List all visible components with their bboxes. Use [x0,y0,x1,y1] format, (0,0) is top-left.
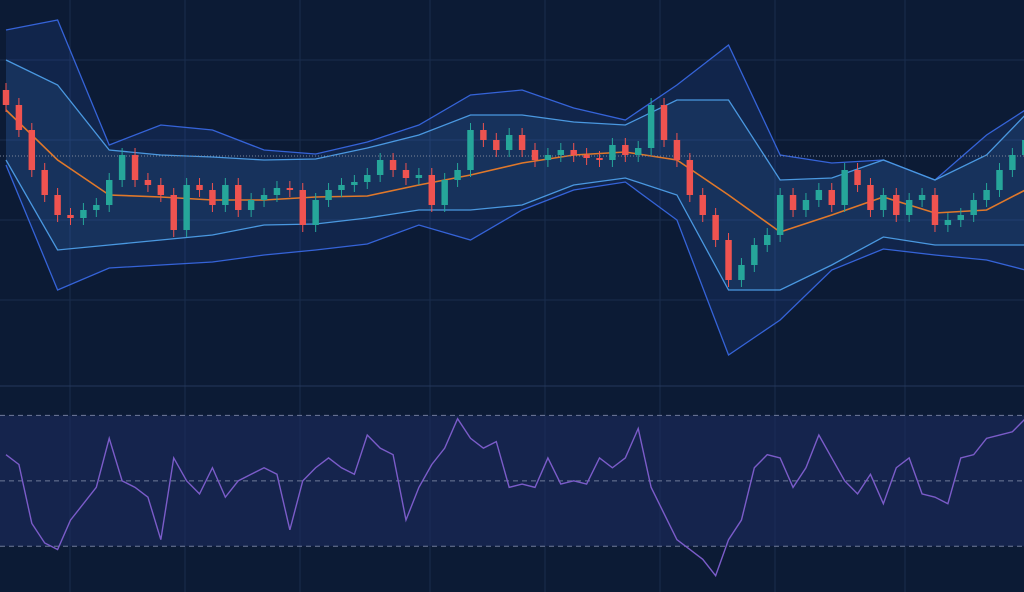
candle-body [93,205,100,210]
candle-body [880,195,887,210]
candle-body [1009,155,1016,170]
candle-body [428,175,436,205]
candle-body [209,190,216,205]
candle-body [480,130,487,140]
band-line [5,159,1024,291]
candle-body [1022,140,1024,155]
candle-body [609,145,616,160]
candle-body [54,195,61,215]
candle-body [686,160,694,195]
candle-body [634,148,642,155]
candle-body [222,185,229,205]
candle-body [918,195,926,200]
candle-body [983,190,990,200]
band-line [5,164,1024,356]
candle-body [41,170,48,195]
candle-body [144,180,152,185]
candle-body [131,155,139,180]
candle-body [544,155,552,160]
candle-body [467,130,474,170]
candle-body [893,195,900,215]
candle-body [647,105,655,148]
candle-body [764,235,771,245]
candle-body [157,185,165,195]
candle-body [273,188,281,195]
candle-body [531,150,539,160]
candle-body [286,188,294,190]
candle-body [854,170,861,185]
candle-body [118,155,126,180]
band-line [5,59,1024,181]
candle-body [776,195,784,235]
candle-body [235,185,242,210]
candle-body [789,195,797,210]
candle-body [376,160,384,175]
candle-body [299,190,306,225]
candle-body [815,190,823,200]
band-line [5,109,1024,233]
candle-body [596,158,603,160]
candle-body [944,220,952,225]
candle-body [170,195,177,230]
candle-body [196,185,203,190]
candle-body [183,185,190,230]
candle-body [583,155,590,158]
candle-body [725,240,732,280]
candle-body [673,140,681,160]
candle-body [28,130,36,170]
candle-body [389,160,397,170]
candle-body [80,210,87,218]
candle-body [970,200,977,215]
candle-body [712,215,719,240]
candle-body [312,200,319,225]
candle-body [738,265,745,280]
candle-body [996,170,1003,190]
candle-body [518,135,526,150]
candle-body [247,200,255,210]
candle-body [867,185,874,210]
candle-body [454,170,461,180]
candle-body [802,200,810,210]
candle-body [828,190,835,205]
band-fill [5,20,1024,355]
candle-body [105,180,113,205]
candle-body [15,105,23,130]
candle-body [699,195,706,215]
candle-body [364,175,371,182]
candle-body [338,185,345,190]
candle-body [415,175,423,178]
candle-body [325,190,332,200]
candle-body [660,105,668,140]
candle-body [905,200,913,215]
candle-body [402,170,410,178]
candle-body [957,215,965,220]
candle-body [931,195,939,225]
candle-body [751,245,758,265]
candle-body [441,180,448,205]
candle-body [570,150,577,155]
candle-body [2,90,10,105]
candle-body [493,140,500,150]
candle-body [67,215,74,218]
candle-body [841,170,848,205]
band-line [5,19,1024,181]
candle-body [351,182,358,185]
band-fill [5,60,1024,290]
rsi-line [5,417,1024,578]
candle-body [622,145,629,155]
candle-body [505,135,513,150]
candle-body [260,195,268,200]
candle-body [557,150,565,155]
